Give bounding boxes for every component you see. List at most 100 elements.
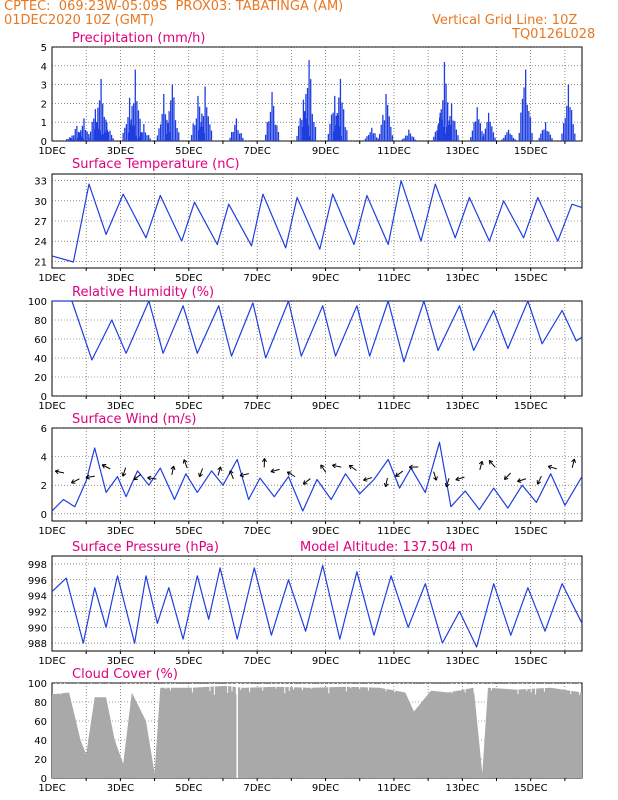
precip-bar [277, 132, 280, 141]
panel-frame [51, 300, 583, 397]
precip-bar [512, 137, 515, 141]
y-tick-label: 80 [34, 316, 47, 327]
y-tick-label: 994 [28, 592, 47, 603]
precip-bar [210, 130, 213, 141]
precip-bar [411, 136, 413, 141]
precip-bar [171, 84, 173, 141]
wind-arrow-head [455, 476, 460, 482]
precip-bar [476, 107, 478, 141]
x-tick-label: 9DEC [312, 656, 339, 667]
x-tick-label: 15DEC [514, 401, 548, 412]
wind-arrow [433, 471, 437, 481]
x-tick-label: 9DEC [312, 146, 339, 157]
wind-arrow [55, 470, 65, 474]
precip-bar [450, 103, 453, 141]
wind-arrow-head [571, 458, 576, 463]
precip-bar [526, 104, 528, 141]
y-tick-label: 992 [28, 607, 47, 618]
precip-bar [378, 133, 381, 141]
precip-bar [380, 124, 382, 141]
precip-bar [551, 138, 553, 141]
precip-bar [385, 94, 387, 141]
precip-bar [178, 132, 180, 141]
precip-bar [78, 132, 80, 141]
wind-arrow-head [270, 468, 275, 474]
precip-bar [168, 111, 170, 141]
precip-bar [265, 134, 267, 141]
precip-bar [449, 115, 451, 141]
precip-bar [195, 118, 198, 141]
precip-bar [314, 126, 317, 141]
precip-bar [311, 113, 313, 141]
x-tick-label: 7DEC [243, 783, 270, 794]
wind-arrow-head [478, 460, 484, 466]
wind-arrow-head [363, 476, 368, 482]
precip-bar [478, 119, 480, 141]
wind-arrow [183, 459, 188, 469]
wind-arrow-head [395, 472, 400, 477]
precip-bar [388, 116, 390, 141]
precip-bar [204, 86, 206, 141]
x-tick-label: 5DEC [175, 526, 202, 537]
precip-bar [73, 139, 76, 141]
precip-bar [450, 125, 452, 141]
wind-arrow-head [261, 458, 267, 463]
precip-bar [105, 119, 107, 141]
precip-bar [308, 60, 310, 141]
precip-bar [163, 94, 165, 141]
precip-bar [544, 122, 547, 141]
precip-bar [371, 127, 373, 141]
precip-bar [302, 99, 305, 141]
precip-bar [132, 125, 134, 141]
y-tick-label: 996 [28, 576, 47, 587]
panel-frame [51, 555, 583, 652]
precip-bar [538, 137, 540, 141]
precip-bar [102, 103, 104, 141]
precip-bar [474, 121, 477, 141]
header-source: CPTEC: [4, 0, 51, 14]
precip-bar [487, 112, 490, 141]
precip-bar [366, 136, 368, 141]
precip-bar [446, 126, 448, 141]
precip-bar [70, 138, 72, 141]
precip-bar [76, 125, 78, 141]
wind-arrow [537, 475, 542, 485]
precip-bar [139, 132, 142, 141]
precip-bar [403, 138, 405, 141]
wind-arrow-head [228, 470, 234, 475]
precip-bar [434, 131, 437, 141]
precip-bar [144, 132, 147, 141]
precip-bar [481, 131, 483, 141]
wind-arrow [363, 477, 373, 481]
wind-arrow [303, 478, 311, 485]
wind-arrow-head [198, 472, 203, 478]
precip-bar [76, 137, 79, 141]
precip-bar [408, 129, 410, 141]
series-line [51, 180, 583, 263]
precip-bar [511, 134, 513, 141]
precip-bar [346, 130, 348, 141]
x-tick-label: 7DEC [243, 146, 270, 157]
precip-bar [69, 137, 71, 141]
precip-bar [341, 102, 343, 141]
x-tick-label: 3DEC [107, 526, 134, 537]
wind-arrow-head [433, 476, 438, 481]
precip-bar [137, 110, 140, 141]
precip-bar [305, 118, 308, 141]
wind-arrow [287, 471, 296, 478]
x-tick-label: 7DEC [243, 656, 270, 667]
precip-bar [128, 132, 130, 141]
precip-bar [94, 129, 96, 141]
wind-arrow-head [408, 464, 413, 470]
precip-bar [443, 62, 446, 141]
wind-arrow-head [302, 480, 308, 485]
y-tick-label: 0 [41, 137, 47, 148]
precip-bar [337, 115, 339, 141]
precip-bar [433, 136, 435, 141]
precip-bar [562, 123, 565, 141]
precip-bar [330, 114, 333, 141]
precip-bar [94, 109, 97, 141]
precip-bar [190, 134, 193, 141]
y-tick-label: 2 [41, 99, 47, 110]
precip-bar [133, 125, 136, 141]
